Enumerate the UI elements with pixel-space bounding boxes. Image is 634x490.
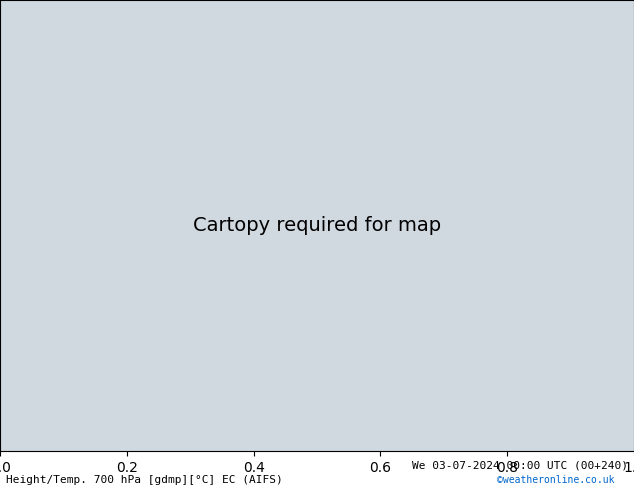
- Text: Height/Temp. 700 hPa [gdmp][°C] EC (AIFS): Height/Temp. 700 hPa [gdmp][°C] EC (AIFS…: [6, 475, 283, 485]
- Text: ©weatheronline.co.uk: ©weatheronline.co.uk: [498, 475, 615, 485]
- Text: Cartopy required for map: Cartopy required for map: [193, 216, 441, 235]
- Text: We 03-07-2024 00:00 UTC (00+240): We 03-07-2024 00:00 UTC (00+240): [412, 461, 628, 470]
